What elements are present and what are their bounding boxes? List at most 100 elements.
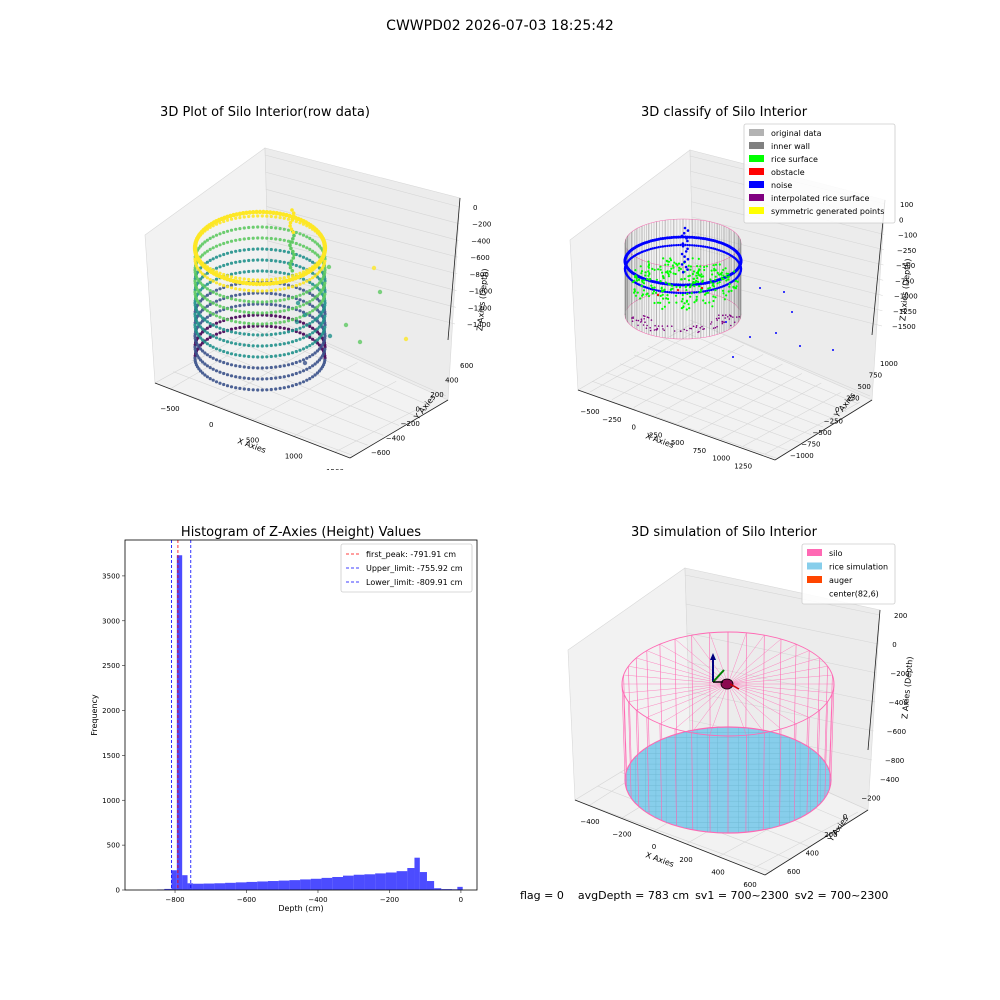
data-point	[214, 314, 219, 318]
noise-point	[683, 260, 686, 264]
data-point	[238, 227, 242, 231]
silo-wall-line	[793, 723, 797, 821]
data-point	[238, 342, 242, 346]
noise-point	[714, 247, 717, 251]
legend-swatch	[807, 549, 822, 556]
data-point	[282, 364, 286, 368]
data-point	[308, 302, 312, 306]
noise-point	[681, 242, 685, 245]
data-point	[298, 254, 302, 258]
data-point	[229, 305, 234, 309]
data-point	[225, 340, 230, 344]
data-point	[211, 378, 215, 382]
x-axis-label: X Axies	[644, 850, 675, 869]
data-point	[282, 309, 286, 313]
data-point	[234, 238, 238, 242]
data-point	[291, 230, 296, 235]
interpolated-point	[683, 328, 686, 331]
data-point	[278, 331, 282, 335]
data-point	[274, 280, 279, 285]
rice-surface-point	[734, 279, 737, 282]
data-point	[286, 385, 291, 389]
data-point	[260, 236, 264, 240]
data-point	[265, 214, 269, 218]
data-point	[218, 348, 222, 352]
interpolated-point	[718, 317, 720, 319]
silo-wall-line	[779, 638, 782, 735]
tick-label: 750	[869, 372, 882, 380]
tick-label: 500	[246, 437, 259, 445]
data-point	[222, 252, 226, 257]
data-point	[286, 352, 291, 356]
data-point	[305, 378, 309, 382]
data-point	[229, 319, 234, 323]
data-point	[214, 277, 219, 281]
rice-surface-point	[701, 279, 704, 282]
grid-line	[228, 337, 415, 416]
histogram-bar	[164, 888, 172, 890]
data-point	[247, 343, 251, 348]
interpolated-point	[689, 327, 691, 330]
tick-label: −400	[880, 776, 899, 784]
grid-line	[264, 154, 461, 208]
grid-line	[699, 373, 803, 432]
data-point	[225, 274, 230, 278]
data-point	[257, 281, 263, 287]
legend-label: obstacle	[771, 168, 805, 177]
data-point	[238, 375, 242, 379]
noise-point	[695, 236, 698, 240]
data-point	[269, 313, 273, 318]
data-point	[286, 217, 291, 221]
noise-point	[710, 288, 713, 292]
rice-surface-point	[661, 293, 664, 296]
data-point	[211, 345, 215, 349]
data-point	[308, 289, 312, 293]
data-point	[313, 318, 317, 322]
rice-surface-point	[703, 293, 707, 296]
data-point	[278, 364, 282, 368]
rice-surface-point	[662, 297, 665, 300]
data-point	[261, 281, 266, 287]
data-point	[315, 338, 319, 342]
noise-point	[706, 289, 709, 292]
silo-roof-line	[727, 650, 810, 685]
rice-surface-point	[642, 289, 646, 292]
data-point	[291, 237, 295, 241]
silo-roof-line	[727, 638, 782, 685]
data-point	[292, 214, 296, 219]
rice-surface-point	[644, 274, 647, 277]
silo-wall-line	[806, 717, 810, 815]
data-point	[238, 293, 242, 297]
rice-surface-point	[648, 272, 651, 275]
data-point	[308, 335, 312, 339]
data-point	[222, 294, 226, 299]
noise-point	[681, 244, 685, 248]
data-point	[274, 270, 278, 274]
tick-label: −400	[386, 435, 405, 443]
rice-surface-point	[714, 275, 717, 278]
data-point	[211, 279, 215, 283]
data-point	[211, 257, 215, 261]
data-point	[251, 247, 255, 251]
silo-wall-line	[830, 683, 835, 781]
data-point	[208, 322, 212, 326]
silo-wireframe	[621, 631, 835, 834]
data-point	[308, 344, 312, 348]
noise-point	[680, 252, 684, 256]
interpolated-point	[662, 328, 664, 330]
data-point	[214, 321, 219, 325]
data-point	[201, 338, 205, 342]
outlier-point	[357, 339, 363, 345]
noise-point	[681, 270, 685, 274]
data-point	[247, 332, 251, 337]
data-point	[247, 281, 252, 286]
data-point	[205, 320, 209, 324]
noise-point	[657, 289, 660, 292]
noise-point	[783, 291, 785, 293]
noise-point	[697, 244, 700, 248]
silo-wall-line	[762, 732, 765, 830]
rice-surface-point	[709, 278, 712, 281]
rice-surface-point	[725, 272, 728, 275]
outlier-point	[343, 322, 349, 328]
